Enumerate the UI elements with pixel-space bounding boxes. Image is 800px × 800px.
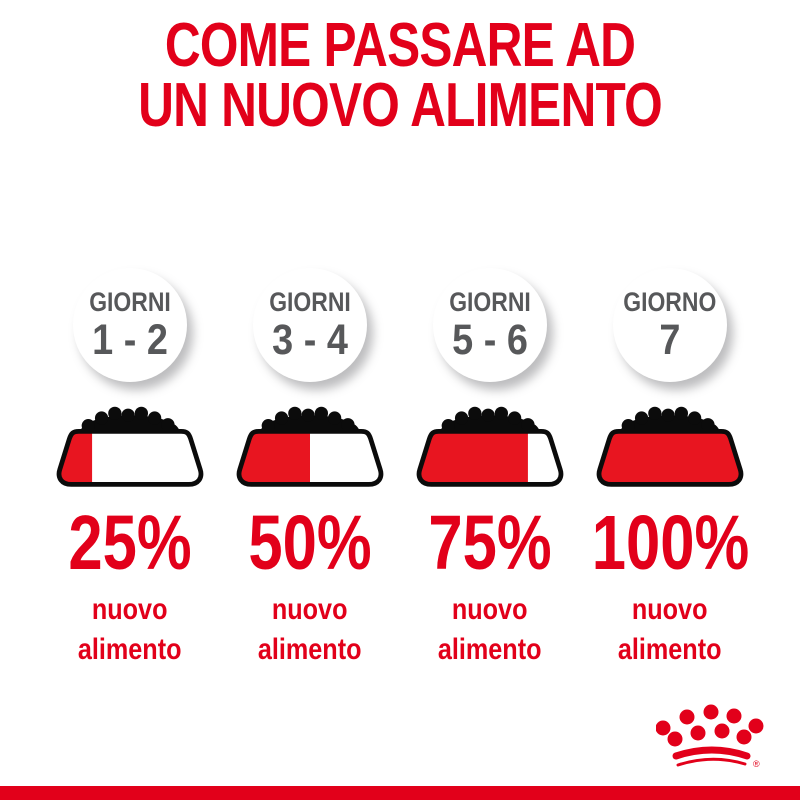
- page-title-line-2: UN NUOVO ALIMENTO: [138, 71, 663, 140]
- caption-line-1: nuovo: [92, 593, 168, 626]
- caption-line-2: alimento: [258, 633, 362, 666]
- caption-line-1: nuovo: [632, 593, 708, 626]
- percent-new-food: 50%: [248, 500, 372, 586]
- day-label: GIORNI: [89, 287, 171, 317]
- percent-new-food: 75%: [428, 500, 552, 586]
- page-title-line-1: COME PASSARE AD: [164, 11, 636, 80]
- bowl-fill: [599, 431, 741, 485]
- crown-swoosh: [672, 746, 751, 767]
- caption-new-food: nuovo alimento: [428, 590, 551, 670]
- day-badge: GIORNI 5 - 6: [433, 268, 547, 382]
- royal-canin-crown-logo: ®: [656, 704, 764, 769]
- percent-new-food: 25%: [68, 500, 192, 586]
- caption-line-1: nuovo: [452, 593, 528, 626]
- page-title: COME PASSARE AD UN NUOVO ALIMENTO: [0, 11, 800, 140]
- day-label: GIORNO: [623, 287, 717, 317]
- crown-dots: [656, 704, 764, 747]
- food-bowl-icon-75: [416, 406, 564, 487]
- day-range: 5 - 6: [452, 316, 528, 364]
- day-badge: GIORNI 3 - 4: [253, 268, 367, 382]
- food-bowl-icon-100: [596, 406, 744, 487]
- bowl-fill: [419, 431, 528, 485]
- day-label: GIORNI: [269, 287, 351, 317]
- bottom-red-bar: [0, 786, 800, 800]
- day-badge: GIORNO 7: [613, 268, 727, 382]
- caption-new-food: nuovo alimento: [248, 590, 371, 670]
- food-bowl-icon-25: [56, 406, 204, 487]
- day-range: 7: [659, 316, 681, 364]
- step-column-days-5-6: GIORNI 5 - 6 75% nuovo alimento: [400, 268, 580, 670]
- caption-new-food: nuovo alimento: [608, 590, 731, 670]
- food-bowl-icon-50: [236, 406, 384, 487]
- percent-new-food: 100%: [591, 500, 749, 586]
- day-range: 3 - 4: [272, 316, 348, 364]
- step-column-day-7: GIORNO 7 100% nuovo alimento: [580, 268, 760, 670]
- caption-line-1: nuovo: [272, 593, 348, 626]
- day-badge: GIORNI 1 - 2: [73, 268, 187, 382]
- registered-mark: ®: [753, 759, 760, 769]
- day-range: 1 - 2: [92, 316, 168, 364]
- step-column-days-1-2: GIORNI 1 - 2 25% nuovo alimento: [40, 268, 220, 670]
- caption-line-2: alimento: [618, 633, 722, 666]
- caption-new-food: nuovo alimento: [68, 590, 191, 670]
- transition-steps: GIORNI 1 - 2 25% nuovo alimento: [40, 268, 760, 670]
- step-column-days-3-4: GIORNI 3 - 4 50% nuovo alimento: [220, 268, 400, 670]
- day-label: GIORNI: [449, 287, 531, 317]
- caption-line-2: alimento: [438, 633, 542, 666]
- caption-line-2: alimento: [78, 633, 182, 666]
